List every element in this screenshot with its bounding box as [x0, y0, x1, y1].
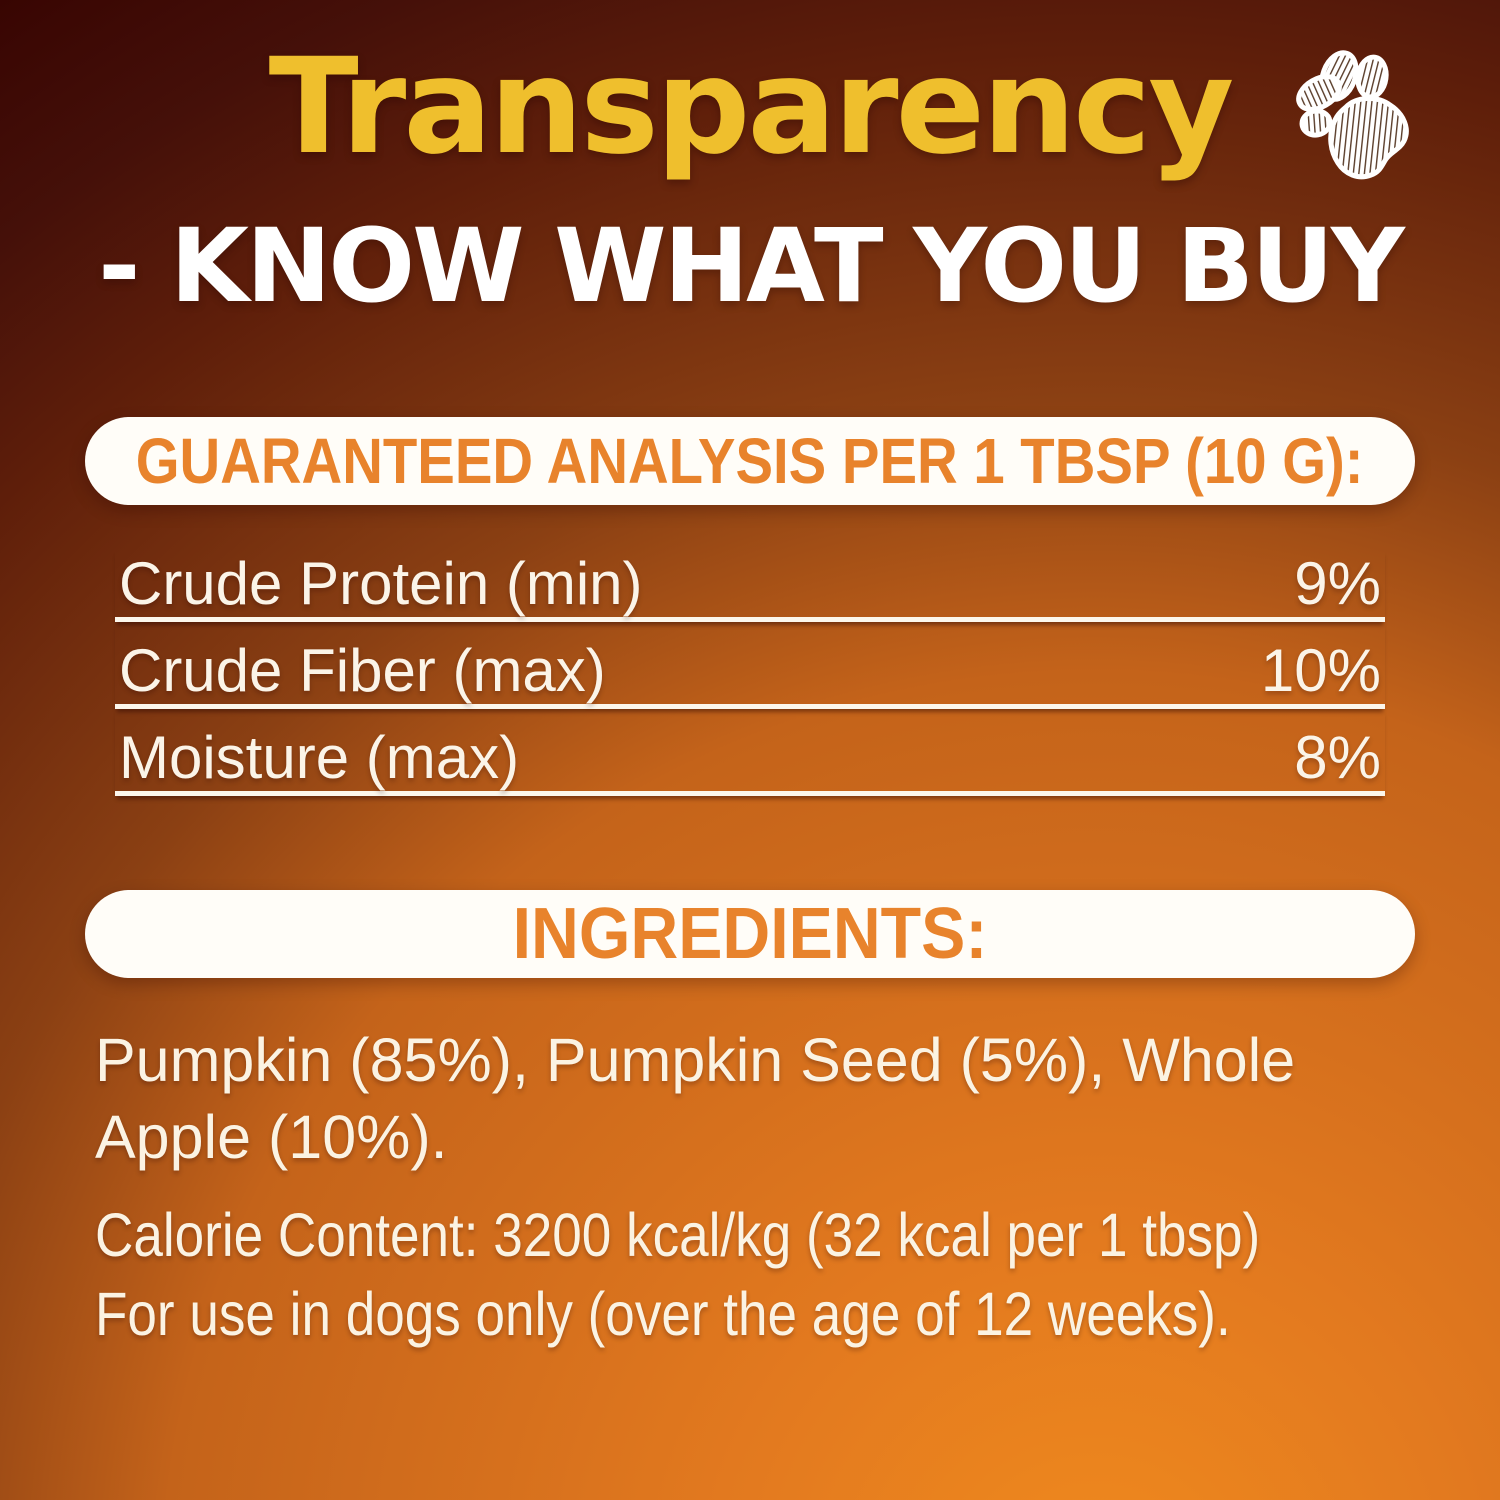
calorie-content-note: Calorie Content: 3200 kcal/kg (32 kcal p…	[95, 1196, 1495, 1354]
paw-print-icon	[1292, 47, 1432, 192]
analysis-row-label: Crude Fiber (max)	[119, 637, 606, 704]
guaranteed-analysis-table: Crude Protein (min) 9% Crude Fiber (max)…	[115, 549, 1385, 796]
analysis-row-label: Crude Protein (min)	[119, 550, 643, 617]
usage-note-line: For use in dogs only (over the age of 12…	[95, 1280, 1231, 1348]
ingredients-line: Pumpkin (85%), Pumpkin Seed (5%), Whole	[95, 1026, 1296, 1094]
table-row: Moisture (max) 8%	[115, 709, 1385, 796]
calorie-content-line: Calorie Content: 3200 kcal/kg (32 kcal p…	[95, 1201, 1261, 1269]
guaranteed-analysis-banner: GUARANTEED ANALYSIS PER 1 TBSP (10 G):	[85, 417, 1415, 505]
table-row: Crude Fiber (max) 10%	[115, 622, 1385, 709]
ingredients-banner: INGREDIENTS:	[85, 890, 1415, 978]
ingredients-banner-label: INGREDIENTS:	[512, 894, 988, 974]
analysis-row-value: 10%	[1260, 637, 1381, 704]
guaranteed-analysis-banner-label: GUARANTEED ANALYSIS PER 1 TBSP (10 G):	[136, 425, 1364, 497]
analysis-row-value: 9%	[1294, 550, 1381, 617]
ingredients-list: Pumpkin (85%), Pumpkin Seed (5%), Whole …	[95, 1022, 1495, 1176]
analysis-row-value: 8%	[1294, 724, 1381, 791]
table-row: Crude Protein (min) 9%	[115, 549, 1385, 622]
analysis-row-label: Moisture (max)	[119, 724, 520, 791]
page-title: Transparency	[268, 30, 1235, 184]
ingredients-line: Apple (10%).	[95, 1103, 448, 1171]
page-subtitle: - KNOW WHAT YOU BUY	[98, 207, 1405, 326]
